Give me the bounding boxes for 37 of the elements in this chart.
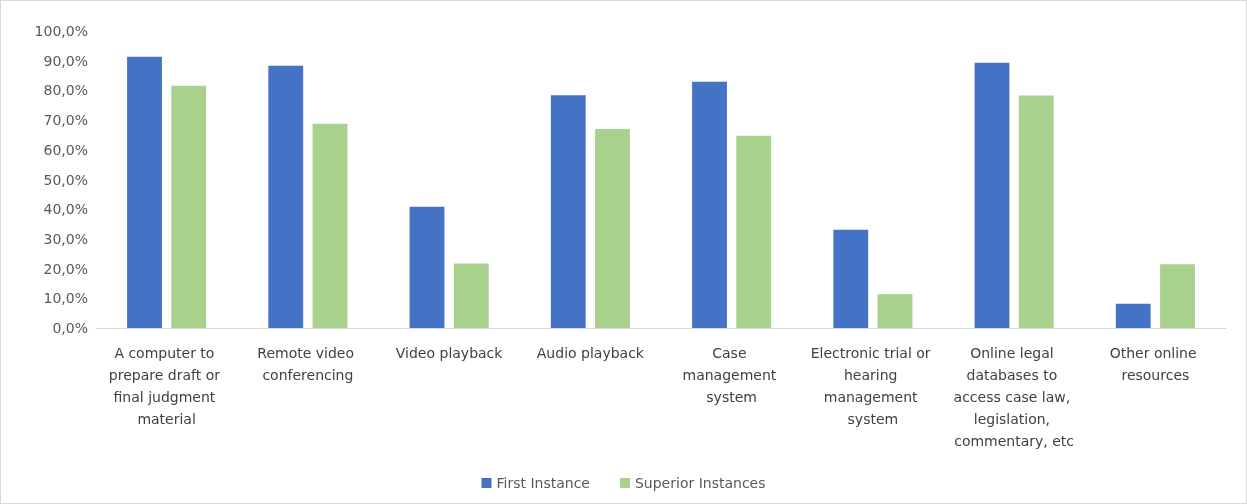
bar xyxy=(692,81,727,328)
y-tick-label: 10,0% xyxy=(43,290,88,307)
x-tick-label: Other online resources xyxy=(1109,345,1202,383)
y-tick-label: 80,0% xyxy=(43,82,88,99)
bar xyxy=(1115,303,1151,328)
legend-label: Superior Instances xyxy=(634,475,766,491)
y-tick-label: 90,0% xyxy=(43,52,88,69)
y-tick-label: 30,0% xyxy=(43,230,88,247)
x-tick-label: Electronic trial or hearing management system xyxy=(810,345,936,427)
bar xyxy=(171,85,207,328)
y-tick-label: 70,0% xyxy=(43,112,88,129)
legend-label: First Instance xyxy=(496,475,590,491)
bar xyxy=(453,263,489,328)
bar xyxy=(127,56,162,328)
y-tick-label: 0,0% xyxy=(52,320,88,336)
bar xyxy=(550,95,586,328)
bar xyxy=(877,294,913,328)
y-tick-label: 20,0% xyxy=(43,260,88,277)
y-tick-label: 60,0% xyxy=(43,141,88,158)
y-tick-label: 40,0% xyxy=(43,201,88,218)
x-tick-label: Remote video conferencing xyxy=(257,345,359,383)
x-tick-label: Video playback xyxy=(395,345,504,361)
bar xyxy=(736,135,772,328)
x-tick-label: A computer to prepare draft or final judgment material xyxy=(108,345,225,427)
bar xyxy=(974,62,1010,328)
bar xyxy=(1018,95,1054,328)
bar xyxy=(409,206,445,328)
x-tick-label: Case management system xyxy=(682,345,781,405)
bar xyxy=(595,129,630,328)
x-tick-label: Audio playback xyxy=(536,345,645,361)
y-tick-label: 100,0% xyxy=(34,23,88,39)
y-tick-label: 50,0% xyxy=(43,171,88,188)
bar xyxy=(833,229,869,328)
bar xyxy=(1160,264,1195,328)
bar xyxy=(312,123,348,328)
x-tick-label: Online legal databases to access case law, legislation, commentary, etc xyxy=(953,345,1075,449)
bar xyxy=(268,65,304,328)
